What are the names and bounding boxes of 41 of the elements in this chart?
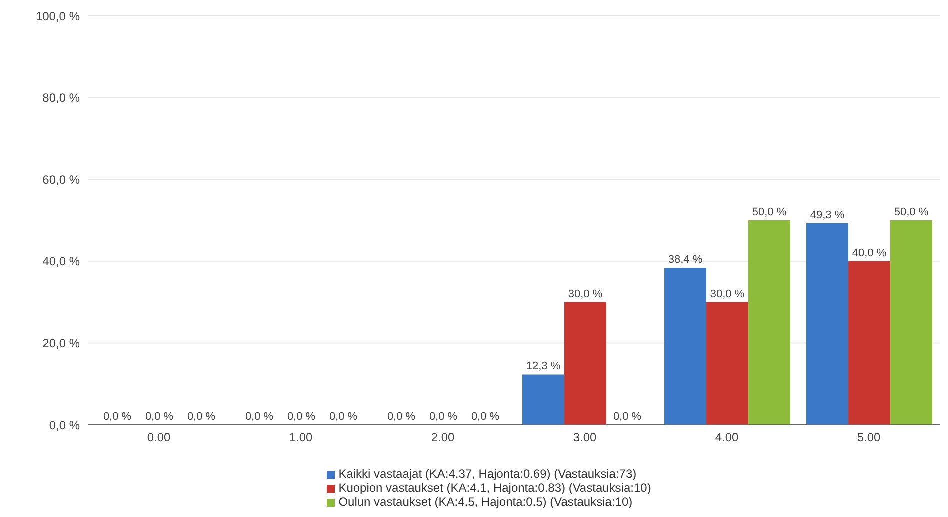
data-label: 0,0 % bbox=[329, 411, 358, 423]
bar bbox=[664, 268, 707, 425]
legend-label: Oulun vastaukset (KA:4.5, Hajonta:0.5) (Vastauksia:10) bbox=[338, 495, 633, 509]
data-label: 0,0 % bbox=[103, 411, 132, 423]
data-label: 0,0 % bbox=[471, 411, 500, 423]
data-label: 0,0 % bbox=[245, 411, 274, 423]
y-tick-label: 0,0 % bbox=[49, 418, 80, 432]
x-tick-label: 2.00 bbox=[431, 430, 455, 445]
data-label: 0,0 % bbox=[187, 411, 216, 423]
bar bbox=[706, 302, 749, 425]
data-label: 38,4 % bbox=[668, 254, 703, 266]
x-tick-label: 1.00 bbox=[289, 430, 313, 445]
y-tick-label: 100,0 % bbox=[36, 9, 80, 24]
bar bbox=[890, 220, 933, 425]
data-label: 40,0 % bbox=[852, 247, 887, 260]
legend-label: Kaikki vastaajat (KA:4.37, Hajonta:0.69) (Vastauksia:73) bbox=[338, 467, 637, 481]
data-label: 30,0 % bbox=[568, 288, 603, 300]
y-tick-label: 40,0 % bbox=[42, 254, 80, 269]
legend-label: Kuopion vastaukset (KA:4.1, Hajonta:0.83) (Vastauksia:10) bbox=[338, 481, 652, 495]
y-tick-label: 60,0 % bbox=[42, 172, 80, 187]
data-label: 0,0 % bbox=[387, 411, 416, 423]
data-label: 50,0 % bbox=[752, 206, 787, 218]
bar bbox=[848, 261, 891, 425]
data-label: 30,0 % bbox=[710, 288, 745, 300]
x-tick-label: 4.00 bbox=[715, 430, 739, 445]
data-label: 12,3 % bbox=[526, 360, 561, 373]
data-label: 0,0 % bbox=[613, 411, 642, 423]
bar bbox=[564, 302, 607, 425]
data-label: 50,0 % bbox=[894, 206, 929, 218]
data-label: 49,3 % bbox=[810, 209, 845, 222]
data-label: 0,0 % bbox=[145, 411, 174, 423]
data-label: 0,0 % bbox=[429, 411, 458, 423]
x-tick-label: 3.00 bbox=[573, 430, 597, 445]
bar bbox=[806, 223, 849, 425]
y-tick-label: 20,0 % bbox=[42, 336, 80, 350]
bar bbox=[522, 374, 565, 425]
x-tick-label: 0.00 bbox=[147, 430, 171, 445]
y-tick-label: 80,0 % bbox=[42, 91, 80, 106]
x-tick-label: 5.00 bbox=[857, 430, 881, 445]
data-label: 0,0 % bbox=[287, 411, 316, 423]
bar bbox=[748, 220, 791, 425]
